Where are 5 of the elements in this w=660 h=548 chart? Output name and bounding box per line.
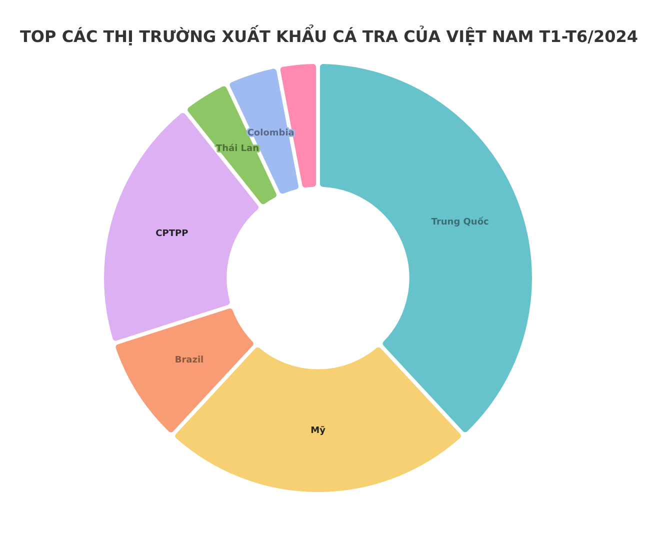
slice-label: Mỹ <box>310 426 326 436</box>
slice-label: Trung Quốc <box>431 216 489 228</box>
slice-label: Brazil <box>174 355 204 366</box>
chart-title: TOP CÁC THỊ TRƯỜNG XUẤT KHẨU CÁ TRA CỦA VIỆT NAM T1-T6/2024 <box>20 24 638 46</box>
slice-label: CPTPP <box>156 229 189 240</box>
